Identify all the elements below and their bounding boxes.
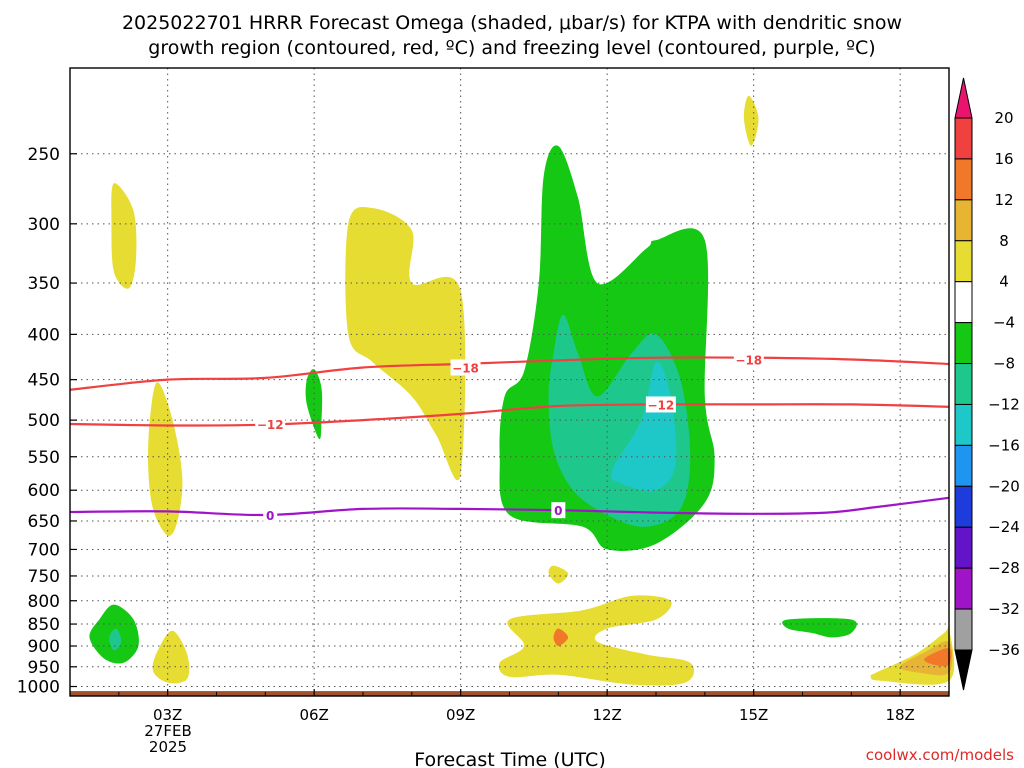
y-tick-label-500: 500 bbox=[28, 411, 60, 431]
contour-label-5: 0 bbox=[266, 509, 274, 523]
x-tick-label-06Z: 06Z bbox=[299, 706, 328, 724]
x-tick-label-03Z: 03Z bbox=[153, 706, 182, 724]
colorbar-label-8: −12 bbox=[988, 395, 1020, 413]
colorbar-label-11: −24 bbox=[988, 518, 1020, 536]
omega-region-13 bbox=[498, 595, 695, 686]
contour-line-1 bbox=[69, 356, 950, 391]
x-tick-label-18Z: 18Z bbox=[885, 706, 914, 724]
colorbar-top-triangle bbox=[954, 77, 973, 119]
x-date-line-1: 27FEB bbox=[144, 722, 191, 740]
omega-region-2 bbox=[148, 382, 183, 536]
contour-label-bg-5 bbox=[263, 507, 278, 524]
chart-title-line-2: growth region (contoured, red, ºC) and f… bbox=[148, 37, 875, 59]
colorbar-segment-12 bbox=[954, 567, 973, 610]
y-axis: 2503003504004505005506006507007508008509… bbox=[17, 145, 77, 698]
omega-region-4 bbox=[345, 207, 466, 481]
colorbar-segment-4 bbox=[954, 240, 973, 283]
x-date-line-2: 2025 bbox=[149, 738, 187, 756]
x-tick-label-12Z: 12Z bbox=[592, 706, 621, 724]
colorbar-segment-5 bbox=[954, 281, 973, 324]
colorbar-segment-10 bbox=[954, 485, 973, 528]
y-tick-label-600: 600 bbox=[28, 481, 60, 501]
colorbar-label-3: 12 bbox=[994, 191, 1013, 209]
credit-text: coolwx.com/models bbox=[866, 746, 1014, 764]
omega-region-11 bbox=[109, 628, 122, 651]
colorbar-label-6: −4 bbox=[993, 314, 1015, 332]
x-axis: 27FEB 2025 03Z 06Z 09Z 12Z 15Z 18Z bbox=[118, 689, 915, 756]
contour-label-bg-6 bbox=[551, 502, 566, 519]
colorbar-label-4: 8 bbox=[999, 232, 1009, 250]
y-tick-label-1000: 1000 bbox=[17, 678, 60, 698]
colorbar-segment-2 bbox=[954, 158, 973, 201]
omega-region-8 bbox=[611, 361, 677, 492]
omega-region-5 bbox=[743, 95, 759, 146]
colorbar-label-13: −32 bbox=[988, 600, 1020, 618]
omega-region-12 bbox=[152, 630, 190, 684]
y-tick-label-900: 900 bbox=[28, 637, 60, 657]
y-tick-label-750: 750 bbox=[28, 567, 60, 587]
y-tick-label-250: 250 bbox=[28, 145, 60, 165]
y-tick-label-450: 450 bbox=[28, 371, 60, 391]
x-axis-label: Forecast Time (UTC) bbox=[414, 749, 605, 768]
colorbar-segment-13 bbox=[954, 608, 973, 651]
y-tick-label-350: 350 bbox=[28, 274, 60, 294]
omega-region-18 bbox=[924, 648, 952, 667]
contour-label-2: −18 bbox=[735, 353, 762, 367]
contour-label-4: −12 bbox=[648, 398, 675, 412]
plot-frame bbox=[69, 67, 950, 697]
colorbar-label-10: −20 bbox=[988, 477, 1020, 495]
y-tick-label-800: 800 bbox=[28, 592, 60, 612]
contour-line-2 bbox=[69, 403, 950, 427]
omega-region-15 bbox=[782, 618, 857, 638]
colorbar-bottom-triangle bbox=[954, 649, 973, 691]
y-tick-label-400: 400 bbox=[28, 325, 60, 345]
colorbar-label-14: −36 bbox=[988, 641, 1020, 659]
colorbar-segment-1 bbox=[954, 117, 973, 160]
colorbar-segment-8 bbox=[954, 403, 973, 446]
colorbar-segment-3 bbox=[954, 199, 973, 242]
colorbar-segment-9 bbox=[954, 444, 973, 487]
omega-region-9 bbox=[548, 565, 569, 584]
colorbar-label-1: 20 bbox=[994, 109, 1013, 127]
colorbar: 20 16 12 8 4 −4 −8 −12 −16 −20 −24 −28 −32 −36 bbox=[954, 77, 1020, 691]
y-tick-label-850: 850 bbox=[28, 615, 60, 635]
colorbar-label-2: 16 bbox=[994, 150, 1013, 168]
contour-label-3: −12 bbox=[257, 418, 284, 432]
x-tick-label-15Z: 15Z bbox=[739, 706, 768, 724]
contour-label-1: −18 bbox=[452, 361, 479, 375]
x-tick-label-09Z: 09Z bbox=[446, 706, 475, 724]
plot-area: −18 −18 −12 −12 0 0 bbox=[69, 67, 955, 697]
omega-region-14 bbox=[553, 628, 569, 646]
colorbar-segment-11 bbox=[954, 526, 973, 569]
y-tick-label-300: 300 bbox=[28, 215, 60, 235]
contour-label-bg-4 bbox=[645, 396, 676, 413]
contour-label-bg-3 bbox=[255, 415, 286, 432]
y-tick-label-950: 950 bbox=[28, 658, 60, 678]
y-tick-label-550: 550 bbox=[28, 448, 60, 468]
contour-label-6: 0 bbox=[554, 504, 562, 518]
y-tick-label-700: 700 bbox=[28, 540, 60, 560]
chart-title-line-1: 2025022701 HRRR Forecast Omega (shaded, … bbox=[122, 12, 902, 34]
colorbar-segment-6 bbox=[954, 322, 973, 365]
omega-region-1 bbox=[111, 183, 137, 289]
y-tick-label-650: 650 bbox=[28, 512, 60, 532]
contour-line-3 bbox=[69, 496, 950, 517]
colorbar-label-9: −16 bbox=[988, 436, 1020, 454]
colorbar-segment-7 bbox=[954, 363, 973, 405]
contour-label-bg-2 bbox=[733, 351, 764, 368]
colorbar-label-12: −28 bbox=[988, 559, 1020, 577]
colorbar-label-5: 4 bbox=[999, 273, 1009, 291]
colorbar-label-7: −8 bbox=[993, 355, 1015, 373]
contour-label-bg-1 bbox=[450, 359, 481, 376]
